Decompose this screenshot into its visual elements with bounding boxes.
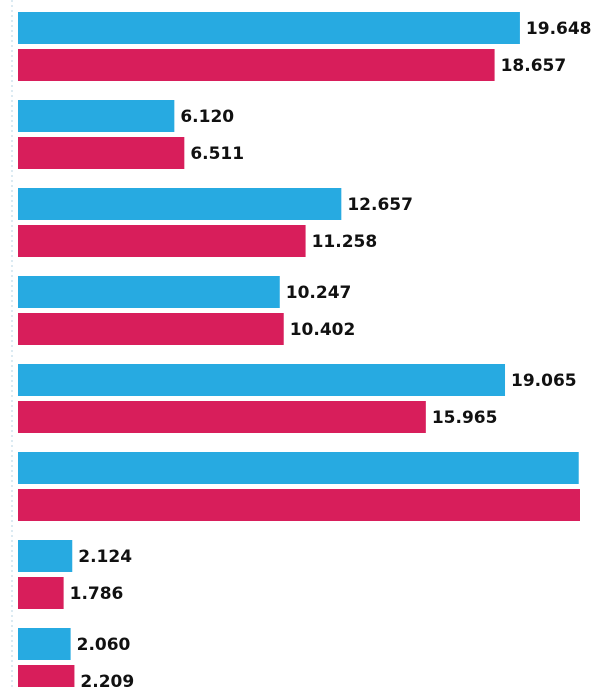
bar — [18, 276, 280, 308]
value-label: 19.648 — [526, 19, 592, 39]
bar — [18, 628, 71, 660]
value-label: 18.657 — [501, 56, 567, 76]
value-label: 15.965 — [432, 408, 498, 428]
value-label: 12.657 — [347, 195, 413, 215]
bar — [18, 188, 342, 220]
value-label: 11.258 — [312, 232, 378, 252]
bar — [18, 665, 75, 687]
bar — [18, 49, 495, 81]
bar — [18, 364, 506, 396]
value-label: 10.247 — [286, 283, 352, 303]
value-label: 6.511 — [190, 144, 244, 164]
bar — [18, 540, 73, 572]
bar — [18, 137, 185, 169]
bar — [18, 452, 579, 484]
value-label: 2.060 — [77, 635, 131, 655]
bar — [18, 577, 64, 609]
value-label: 6.120 — [180, 107, 234, 127]
value-label: 2.124 — [78, 547, 132, 567]
bar — [18, 100, 175, 132]
bar — [18, 313, 284, 345]
bar — [18, 12, 520, 44]
bar — [18, 401, 426, 433]
value-label: 2.209 — [80, 672, 134, 687]
value-label: 10.402 — [290, 320, 356, 340]
value-label: 19.065 — [511, 371, 577, 391]
bar — [18, 489, 580, 521]
bar — [18, 225, 306, 257]
value-label: 1.786 — [70, 584, 124, 604]
